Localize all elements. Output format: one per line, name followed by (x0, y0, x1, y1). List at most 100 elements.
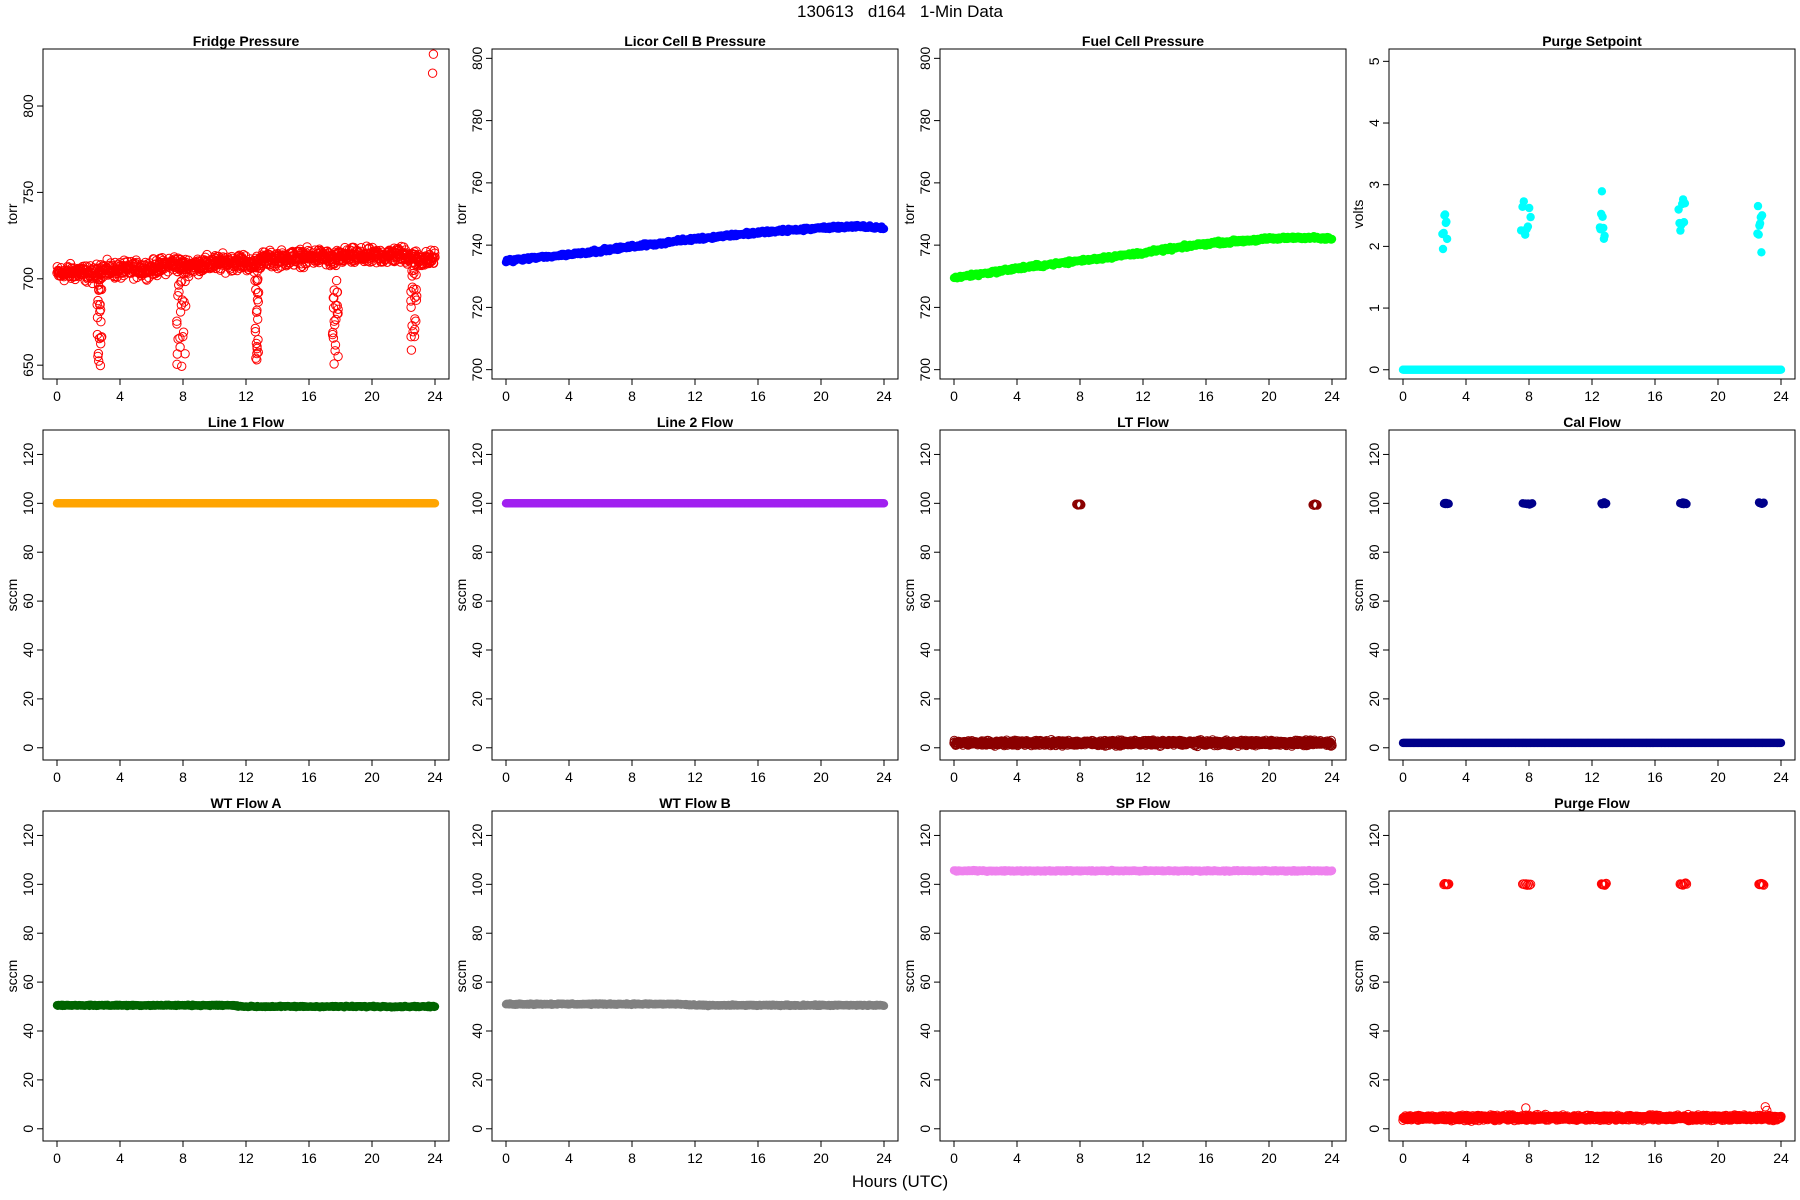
x-tick-label: 8 (179, 769, 187, 785)
x-tick-label: 4 (1462, 769, 1470, 785)
data-point (409, 284, 419, 294)
y-tick-label: 3 (1366, 181, 1382, 189)
data-point (95, 360, 106, 371)
panel-title: Fuel Cell Pressure (1082, 33, 1204, 49)
data-point (96, 284, 107, 295)
data-point (94, 356, 104, 366)
data-point (1076, 500, 1086, 510)
x-tick-label: 24 (1773, 388, 1789, 404)
x-tick-label: 12 (238, 388, 254, 404)
data-point (407, 266, 417, 276)
data-point (179, 297, 189, 307)
y-axis-label: sccm (4, 579, 20, 612)
y-tick-label: 20 (469, 691, 485, 707)
plot-frame (42, 429, 450, 761)
data-point (411, 316, 421, 326)
y-axis-label: torr (4, 203, 20, 224)
data-point (172, 359, 182, 369)
x-tick-label: 4 (116, 769, 124, 785)
data-point (430, 499, 440, 508)
y-tick-label: 5 (1366, 57, 1382, 65)
data-point (175, 333, 185, 343)
data-point (94, 284, 104, 294)
plot-frame (42, 48, 450, 380)
data-point (328, 333, 339, 343)
data-point (172, 316, 182, 326)
x-tick-label: 0 (53, 769, 61, 785)
y-tick-label: 750 (20, 181, 36, 205)
data-point (333, 351, 343, 362)
x-tick-label: 16 (750, 769, 766, 785)
data-point (252, 348, 262, 359)
x-tick-label: 4 (1013, 388, 1021, 404)
x-tick-label: 20 (813, 769, 829, 785)
data-point (175, 307, 186, 317)
data-point (92, 300, 102, 310)
x-tick-label: 16 (1198, 769, 1214, 785)
y-tick-label: 0 (917, 744, 933, 752)
data-point (252, 341, 262, 352)
x-tick-label: 20 (813, 388, 829, 404)
data-points (52, 499, 440, 508)
x-tick-label: 4 (565, 388, 573, 404)
data-point (181, 301, 191, 311)
data-points (1398, 187, 1786, 374)
x-tick-label: 20 (1710, 388, 1726, 404)
plot-frame (491, 429, 899, 761)
data-point (251, 338, 262, 349)
panel-title: LT Flow (1117, 414, 1169, 430)
data-point (331, 275, 342, 286)
data-points (501, 499, 889, 508)
y-tick-label: 100 (917, 491, 933, 515)
y-axis-label: sccm (1350, 579, 1366, 612)
data-point (329, 316, 339, 326)
y-tick-label: 40 (917, 642, 933, 658)
panel-title: Cal Flow (1563, 414, 1621, 430)
data-point (1075, 499, 1085, 509)
x-tick-label: 20 (364, 769, 380, 785)
data-point (1755, 219, 1765, 228)
x-tick-label: 20 (1261, 769, 1277, 785)
y-tick-label: 650 (20, 353, 36, 377)
data-point (94, 333, 105, 344)
data-point (95, 305, 106, 315)
plot-frame (1388, 429, 1796, 761)
data-points (949, 499, 1337, 752)
data-point (430, 252, 440, 262)
y-tick-label: 800 (917, 46, 933, 70)
data-point (1679, 218, 1689, 227)
data-point (93, 348, 104, 359)
data-point (250, 275, 260, 286)
data-point (1519, 197, 1529, 206)
data-points (501, 220, 889, 267)
x-tick-label: 12 (687, 769, 703, 785)
x-tick-label: 20 (364, 388, 380, 404)
y-tick-label: 800 (20, 94, 36, 118)
data-point (1327, 740, 1337, 751)
data-point (251, 307, 262, 317)
data-point (174, 287, 184, 297)
y-tick-label: 20 (917, 691, 933, 707)
x-tick-label: 16 (301, 769, 317, 785)
x-tick-label: 8 (628, 388, 636, 404)
x-tick-label: 16 (750, 388, 766, 404)
data-point (406, 302, 416, 312)
data-points (52, 49, 440, 371)
x-tick-label: 0 (53, 388, 61, 404)
data-point (95, 306, 105, 317)
data-point (1598, 212, 1607, 221)
x-tick-label: 8 (628, 769, 636, 785)
data-point (428, 49, 439, 59)
data-point (175, 342, 185, 352)
panel-title: Line 1 Flow (208, 414, 284, 430)
data-point (329, 285, 339, 295)
y-tick-label: 4 (1366, 119, 1382, 127)
y-axis-label: torr (901, 203, 917, 224)
data-point (177, 361, 187, 371)
x-tick-label: 0 (950, 769, 958, 785)
data-point (172, 319, 182, 329)
data-point (1597, 187, 1607, 196)
y-tick-label: 80 (917, 544, 933, 560)
